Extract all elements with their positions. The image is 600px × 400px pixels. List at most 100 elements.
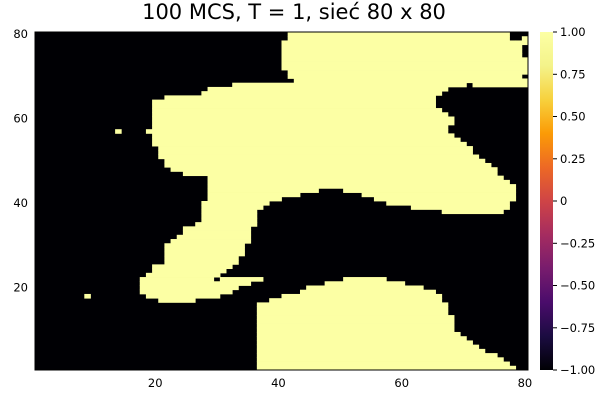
spin-up-run [182, 171, 498, 177]
colorbar-tick-label: 0.25 [560, 152, 586, 166]
spin-up-point [219, 268, 227, 274]
spin-up-run [256, 365, 517, 371]
spin-up-run [139, 285, 239, 291]
spin-up-run [219, 277, 264, 282]
spin-up-run [293, 78, 529, 84]
spin-up-run [256, 348, 486, 354]
y-tick-label: 80 [13, 27, 28, 41]
spin-up-run [164, 95, 436, 101]
plot-frame [34, 31, 529, 371]
spin-up-run [164, 243, 245, 248]
spin-up-run [152, 99, 436, 105]
spin-up-run [410, 205, 510, 210]
colorbar [540, 32, 553, 370]
y-tick-label: 20 [13, 281, 28, 295]
spin-up-run [164, 162, 492, 168]
spin-up-run [256, 327, 455, 333]
spin-up-run [152, 120, 455, 126]
x-tick-label: 20 [148, 376, 163, 390]
spin-up-run [182, 230, 252, 236]
spin-up-run [287, 32, 510, 37]
spin-up-run [256, 340, 473, 346]
spin-up-run [164, 260, 239, 265]
spin-up-run [207, 175, 504, 181]
spin-up-run [139, 281, 252, 286]
spin-up-run [256, 315, 455, 320]
spin-up-run [521, 36, 529, 41]
spin-up-run [152, 141, 467, 147]
spin-up-run [164, 247, 245, 253]
spin-up-run [152, 268, 227, 274]
spin-up-run [281, 40, 517, 46]
heatmap-cells [84, 32, 529, 371]
spin-up-run [182, 226, 252, 231]
spin-up-run [256, 344, 480, 350]
spin-up-run [281, 57, 529, 62]
spin-up-run [256, 323, 455, 329]
spin-up-run [201, 205, 264, 210]
spin-up-run [145, 272, 221, 278]
colorbar-tick-label: 1.00 [560, 25, 586, 39]
spin-up-run [281, 61, 529, 67]
spin-up-run [152, 112, 449, 117]
spin-up-run [139, 289, 233, 295]
spin-up-run [281, 53, 523, 58]
spin-up-run [195, 222, 258, 227]
spin-up-run [256, 357, 504, 362]
y-tick-label: 60 [13, 112, 28, 126]
x-axis: 20 40 60 80 [148, 376, 532, 390]
chart-title: 100 MCS, T = 1, sieć 80 x 80 [142, 0, 446, 24]
spin-up-run [343, 277, 387, 282]
spin-up-run [299, 289, 436, 295]
spin-up-point [213, 272, 221, 278]
spin-up-run [152, 103, 436, 109]
spin-up-run [281, 44, 523, 50]
spin-up-run [207, 86, 449, 92]
spin-up-run [256, 331, 461, 337]
spin-up-run [269, 298, 443, 303]
spin-up-run [158, 146, 473, 151]
spin-up-run [164, 158, 486, 164]
x-tick-label: 80 [518, 376, 533, 390]
spin-up-run [201, 213, 258, 219]
spin-up-run [176, 234, 252, 240]
spin-up-run [256, 302, 449, 308]
spin-up-run [158, 298, 196, 303]
spin-up-run [152, 108, 443, 113]
spin-up-run [287, 36, 510, 41]
colorbar-ticks: 1.00 0.75 0.50 0.25 0 −0.25 −0.50 −0.75 −1.00 [553, 25, 595, 377]
spin-up-run [515, 40, 529, 46]
colorbar-tick-label: −0.25 [560, 236, 595, 250]
colorbar-tick-label: 0.75 [560, 67, 586, 81]
spin-up-run [256, 310, 449, 316]
spin-up-run [201, 91, 443, 96]
y-axis: 20 40 60 80 [13, 27, 28, 295]
spin-up-run [115, 129, 122, 134]
colorbar-tick-label: −0.50 [560, 279, 595, 293]
spin-up-run [207, 196, 282, 202]
spin-up-run [164, 251, 245, 257]
spin-up-run [207, 179, 510, 185]
spin-up-run [152, 264, 233, 270]
spin-up-run [170, 239, 252, 244]
colorbar-tick-label: −1.00 [560, 363, 595, 377]
spin-up-run [232, 82, 467, 88]
spin-up-run [201, 217, 258, 223]
spin-up-run [256, 319, 455, 324]
y-tick-label: 40 [13, 196, 28, 210]
spin-up-run [207, 188, 319, 193]
spin-up-run [152, 124, 449, 130]
spin-up-run [287, 74, 523, 79]
spin-up-point [84, 293, 91, 299]
spin-up-run [256, 353, 498, 358]
spin-up-run [207, 184, 517, 189]
spin-up-run [386, 201, 510, 206]
spin-up-run [343, 188, 517, 193]
spin-up-run [373, 196, 517, 202]
spin-up-run [152, 137, 461, 143]
spin-up-run [281, 65, 529, 71]
x-tick-label: 60 [394, 376, 409, 390]
spin-up-run [306, 285, 424, 291]
spin-up-run [145, 129, 449, 134]
spin-up-run [324, 281, 406, 286]
